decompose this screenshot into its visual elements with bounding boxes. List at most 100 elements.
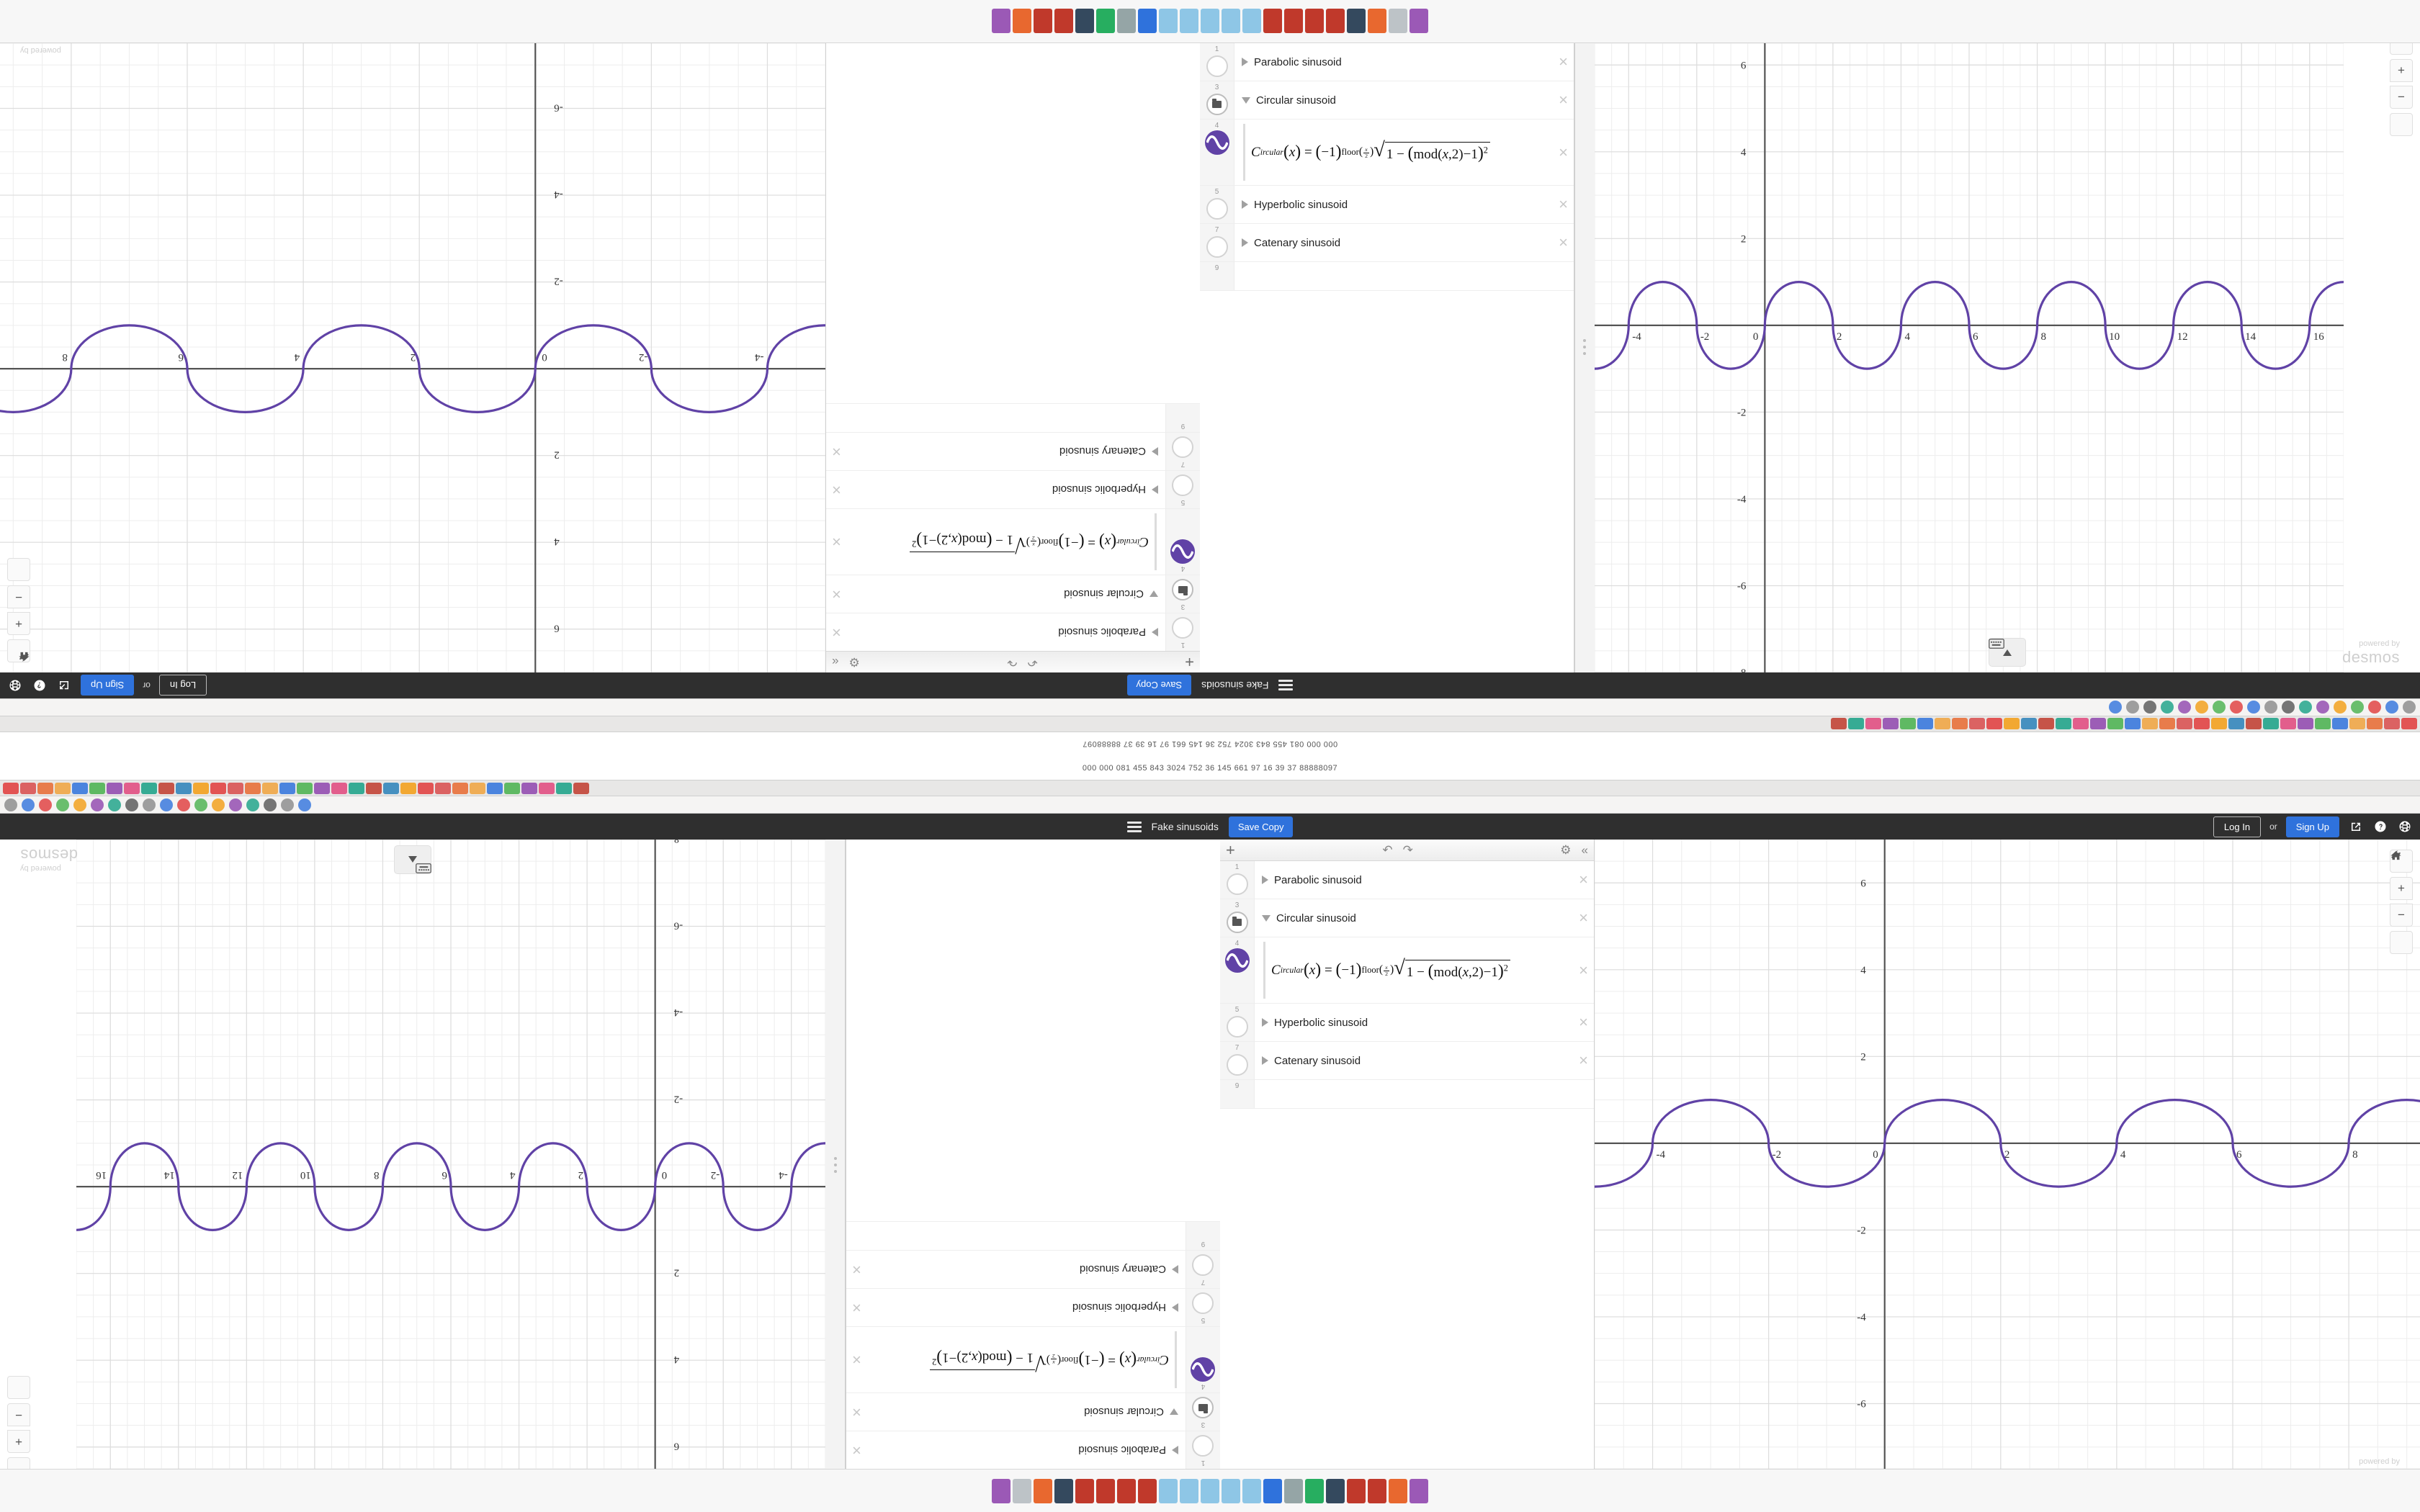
browser-url-bar[interactable]: 000 000 081 455 843 3024 752 36 145 661 …	[0, 756, 2420, 780]
home-icon[interactable]	[7, 558, 30, 661]
expression-row-empty[interactable]: 9	[1220, 1080, 1594, 1109]
table-row[interactable]: 3 Circular sinusoid ×	[1220, 899, 1594, 937]
browser-tab[interactable]	[193, 782, 209, 794]
taskbar-app-icon[interactable]	[1410, 1478, 1428, 1503]
taskbar-app-icon[interactable]	[1242, 9, 1261, 34]
browser-tab[interactable]	[331, 782, 347, 794]
zoom-in-button[interactable]: +	[2390, 877, 2413, 900]
hamburger-menu-icon[interactable]	[1126, 821, 1142, 832]
browser-toolbar-icon[interactable]	[73, 798, 86, 811]
share-icon[interactable]	[2348, 819, 2364, 834]
undo-icon[interactable]: ↶	[1382, 843, 1393, 857]
browser-tab[interactable]	[89, 782, 105, 794]
browser-tab[interactable]	[1986, 718, 2002, 730]
taskbar-app-icon[interactable]	[1284, 9, 1303, 34]
browser-toolbar-icon[interactable]	[2109, 701, 2122, 714]
browser-tab[interactable]	[1935, 718, 1950, 730]
browser-tab[interactable]	[2315, 718, 2331, 730]
browser-tab[interactable]	[366, 782, 382, 794]
expression-content[interactable]: Hyperbolic sinusoid ×	[826, 471, 1165, 508]
delete-row-icon[interactable]: ×	[832, 585, 841, 603]
zoom-out-button[interactable]: −	[7, 585, 30, 608]
folder-expand-toggle[interactable]	[1262, 914, 1270, 922]
save-copy-button[interactable]: Save Copy	[1228, 816, 1294, 837]
expression-content[interactable]: Circular sinusoid ×	[1255, 899, 1594, 937]
browser-tab[interactable]	[383, 782, 399, 794]
browser-tab[interactable]	[1900, 718, 1916, 730]
graph-canvas-mirror[interactable]: -4 -2 2 4 6 8 10 12 14 16 -8 -6 -4 -2 2 4 6 0 + − powered…	[0, 840, 825, 1490]
taskbar-app-icon[interactable]	[1368, 9, 1386, 34]
taskbar-app-icon[interactable]	[1117, 9, 1136, 34]
browser-toolbar-icon[interactable]	[2247, 701, 2260, 714]
taskbar-app-icon[interactable]	[1201, 1478, 1219, 1503]
browser-tab[interactable]	[314, 782, 330, 794]
graph-style-swatch[interactable]	[1224, 948, 1250, 973]
expression-row-empty[interactable]: 9	[826, 403, 1200, 432]
browser-tab[interactable]	[2107, 718, 2123, 730]
delete-row-icon[interactable]: ×	[852, 1351, 861, 1369]
browser-toolbar-icon[interactable]	[212, 798, 225, 811]
taskbar-app-icon[interactable]	[1075, 1478, 1094, 1503]
browser-tab[interactable]	[2038, 718, 2054, 730]
browser-tab[interactable]	[1865, 718, 1881, 730]
delete-row-icon[interactable]: ×	[852, 1441, 861, 1459]
delete-row-icon[interactable]: ×	[832, 533, 841, 552]
folder-expand-toggle[interactable]	[1152, 447, 1158, 456]
table-row[interactable]: 7 Catenary sinusoid ×	[826, 432, 1200, 470]
folder-icon[interactable]	[1226, 1054, 1248, 1076]
collapse-panel-icon[interactable]: «	[1581, 843, 1588, 857]
browser-tab[interactable]	[245, 782, 261, 794]
folder-expand-toggle[interactable]	[1152, 485, 1158, 494]
table-row[interactable]: 5 Hyperbolic sinusoid ×	[826, 470, 1200, 508]
folder-expand-toggle[interactable]	[1242, 58, 1248, 66]
zoom-in-button[interactable]: +	[7, 1430, 30, 1453]
taskbar-app-icon[interactable]	[1263, 1478, 1282, 1503]
graph-style-swatch[interactable]	[1170, 539, 1196, 564]
taskbar-app-icon[interactable]	[1034, 9, 1052, 34]
browser-toolbar-icon[interactable]	[39, 798, 52, 811]
browser-tab[interactable]	[2246, 718, 2262, 730]
folder-icon[interactable]	[1206, 94, 1228, 115]
browser-toolbar-icon[interactable]	[2334, 701, 2347, 714]
browser-tab[interactable]	[435, 782, 451, 794]
expression-content[interactable]	[846, 1222, 1186, 1250]
delete-row-icon[interactable]: ×	[832, 443, 841, 461]
browser-tab[interactable]	[176, 782, 192, 794]
folder-icon[interactable]	[1192, 1435, 1214, 1457]
expression-content[interactable]: Catenary sinusoid ×	[826, 433, 1165, 470]
keyboard-toggle-mirror[interactable]	[394, 845, 431, 874]
taskbar-app-icon[interactable]	[1263, 9, 1282, 34]
browser-toolbar-icon[interactable]	[281, 798, 294, 811]
log-in-button[interactable]: Log In	[158, 675, 207, 696]
home-icon[interactable]	[2390, 851, 2413, 954]
table-row[interactable]: 3 Circular sinusoid ×	[846, 1392, 1220, 1431]
delete-row-icon[interactable]: ×	[1579, 870, 1588, 888]
os-taskbar[interactable]	[0, 0, 2420, 43]
browser-toolbar-icon[interactable]	[2143, 701, 2156, 714]
taskbar-app-icon[interactable]	[1138, 1478, 1157, 1503]
browser-toolbar-icon[interactable]	[298, 798, 311, 811]
taskbar-app-icon[interactable]	[1347, 9, 1366, 34]
folder-expand-toggle[interactable]	[1262, 876, 1268, 884]
browser-tab-strip[interactable]	[0, 780, 2420, 796]
browser-tab[interactable]	[1831, 718, 1847, 730]
browser-tab[interactable]	[2298, 718, 2313, 730]
expression-content[interactable]: Parabolic sinusoid ×	[846, 1431, 1186, 1469]
folder-expand-toggle[interactable]	[1262, 1018, 1268, 1027]
browser-tab[interactable]	[2056, 718, 2071, 730]
table-row[interactable]: 1 Parabolic sinusoid ×	[1200, 43, 1574, 81]
browser-tab[interactable]	[210, 782, 226, 794]
folder-expand-toggle[interactable]	[1170, 1408, 1178, 1416]
browser-tab[interactable]	[2332, 718, 2348, 730]
browser-toolbar-icon[interactable]	[2264, 701, 2277, 714]
delete-row-icon[interactable]: ×	[1559, 233, 1568, 251]
folder-icon[interactable]	[1226, 1016, 1248, 1038]
taskbar-app-icon[interactable]	[1096, 9, 1115, 34]
